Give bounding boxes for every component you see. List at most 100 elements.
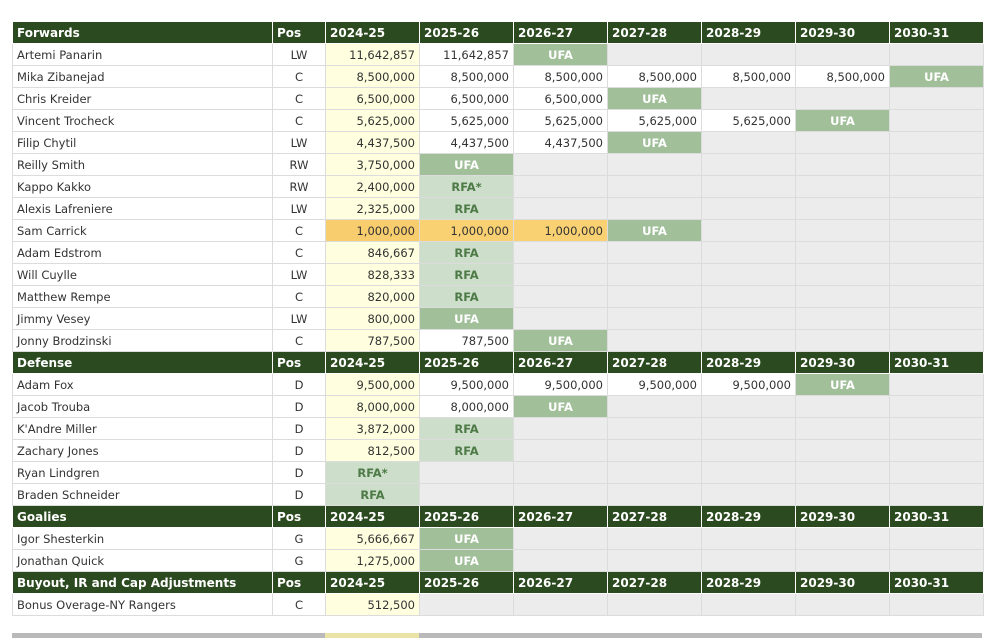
empty-cell: [889, 285, 984, 308]
empty-cell: [701, 285, 796, 308]
player-name[interactable]: Braden Schneider: [12, 483, 273, 506]
player-row: Mika Zibanejad C 8,500,000 8,500,000 8,500,0…: [12, 65, 984, 88]
player-name[interactable]: Adam Edstrom: [12, 241, 273, 264]
player-name[interactable]: Matthew Rempe: [12, 285, 273, 308]
player-name[interactable]: Adam Fox: [12, 373, 273, 396]
empty-cell: [889, 241, 984, 264]
salary-cell: 8,000,000: [325, 395, 420, 418]
section-title: Goalies: [12, 505, 273, 528]
rfa-badge: RFA: [419, 241, 514, 264]
player-position: C: [272, 329, 326, 352]
rfa-badge: RFA*: [419, 175, 514, 198]
player-row: Filip Chytil LW 4,437,500 4,437,500 4,437,50…: [12, 131, 984, 154]
rfa-badge: RFA: [325, 483, 420, 506]
player-name[interactable]: Ryan Lindgren: [12, 461, 273, 484]
salary-cell: 8,000,000: [419, 395, 514, 418]
empty-cell: [889, 593, 984, 616]
empty-cell: [513, 197, 608, 220]
player-name[interactable]: Jonny Brodzinski: [12, 329, 273, 352]
player-name[interactable]: Vincent Trocheck: [12, 109, 273, 132]
empty-cell: [701, 439, 796, 462]
empty-cell: [701, 307, 796, 330]
empty-cell: [513, 461, 608, 484]
player-name[interactable]: Alexis Lafreniere: [12, 197, 273, 220]
empty-cell: [607, 307, 702, 330]
player-position: C: [272, 65, 326, 88]
player-row: Alexis Lafreniere LW 2,325,000 RFA: [12, 197, 984, 220]
empty-cell: [795, 483, 890, 506]
player-name[interactable]: Mika Zibanejad: [12, 65, 273, 88]
empty-cell: [607, 263, 702, 286]
player-position: D: [272, 395, 326, 418]
salary-cell: 8,500,000: [607, 65, 702, 88]
season-header: 2024-25: [325, 351, 420, 374]
empty-cell: [795, 549, 890, 572]
empty-cell: [607, 175, 702, 198]
ufa-badge: UFA: [513, 395, 608, 418]
player-name[interactable]: Filip Chytil: [12, 131, 273, 154]
player-name[interactable]: Jimmy Vesey: [12, 307, 273, 330]
empty-cell: [889, 175, 984, 198]
player-name[interactable]: Reilly Smith: [12, 153, 273, 176]
player-row: Zachary Jones D 812,500 RFA: [12, 439, 984, 462]
player-row: Igor Shesterkin G 5,666,667 UFA: [12, 527, 984, 550]
salary-cell: 1,275,000: [325, 549, 420, 572]
salary-cell: 787,500: [325, 329, 420, 352]
player-row: Jacob Trouba D 8,000,000 8,000,000 UFA: [12, 395, 984, 418]
empty-cell: [889, 219, 984, 242]
player-name[interactable]: Bonus Overage-NY Rangers: [12, 593, 273, 616]
player-position: LW: [272, 263, 326, 286]
salary-cell: 1,000,000: [419, 219, 514, 242]
season-header: 2028-29: [701, 21, 796, 44]
empty-cell: [419, 461, 514, 484]
salary-cell: 2,325,000: [325, 197, 420, 220]
empty-cell: [513, 241, 608, 264]
empty-cell: [607, 549, 702, 572]
section-title: Forwards: [12, 21, 273, 44]
season-header: 2026-27: [513, 21, 608, 44]
empty-cell: [889, 153, 984, 176]
season-header: 2027-28: [607, 21, 702, 44]
ufa-badge: UFA: [513, 43, 608, 66]
empty-cell: [513, 153, 608, 176]
rfa-badge: RFA: [419, 263, 514, 286]
player-name[interactable]: Jonathan Quick: [12, 549, 273, 572]
player-name[interactable]: Artemi Panarin: [12, 43, 273, 66]
player-name[interactable]: Will Cuylle: [12, 263, 273, 286]
empty-cell: [701, 593, 796, 616]
player-position: RW: [272, 153, 326, 176]
section-header-row: Goalies Pos 2024-25 2025-26 2026-27 2027-28 20…: [12, 505, 984, 528]
player-name[interactable]: Chris Kreider: [12, 87, 273, 110]
empty-cell: [513, 483, 608, 506]
player-position: C: [272, 285, 326, 308]
empty-cell: [889, 307, 984, 330]
player-name[interactable]: Kappo Kakko: [12, 175, 273, 198]
season-header: 2026-27: [513, 351, 608, 374]
empty-cell: [795, 153, 890, 176]
empty-cell: [795, 241, 890, 264]
empty-cell: [607, 417, 702, 440]
empty-cell: [795, 131, 890, 154]
player-name[interactable]: Jacob Trouba: [12, 395, 273, 418]
empty-cell: [701, 87, 796, 110]
empty-cell: [513, 263, 608, 286]
empty-cell: [607, 483, 702, 506]
player-name[interactable]: K'Andre Miller: [12, 417, 273, 440]
empty-cell: [701, 175, 796, 198]
empty-cell: [701, 131, 796, 154]
empty-cell: [607, 593, 702, 616]
player-name[interactable]: Sam Carrick: [12, 219, 273, 242]
rfa-badge: RFA: [419, 285, 514, 308]
player-row: Adam Edstrom C 846,667 RFA: [12, 241, 984, 264]
empty-cell: [701, 549, 796, 572]
player-row: Jonathan Quick G 1,275,000 UFA: [12, 549, 984, 572]
rfa-badge: RFA: [419, 439, 514, 462]
season-header: 2030-31: [889, 351, 984, 374]
empty-cell: [513, 527, 608, 550]
empty-cell: [795, 527, 890, 550]
player-name[interactable]: Zachary Jones: [12, 439, 273, 462]
salary-cell: 6,500,000: [513, 87, 608, 110]
empty-cell: [889, 197, 984, 220]
player-name[interactable]: Igor Shesterkin: [12, 527, 273, 550]
salary-cell: 8,500,000: [325, 65, 420, 88]
